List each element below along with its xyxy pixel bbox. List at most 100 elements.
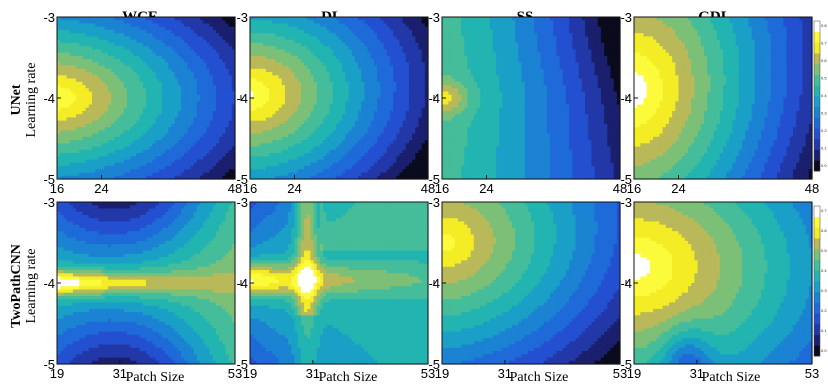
contour-cell — [193, 72, 198, 76]
contour-cell — [165, 68, 169, 73]
contour-cell — [76, 88, 80, 93]
contour-cell — [177, 101, 182, 106]
contour-cell — [161, 62, 166, 67]
contour-cell — [79, 110, 84, 115]
contour-cell — [209, 88, 214, 93]
contour-cell — [174, 101, 179, 106]
contour-cell — [177, 26, 182, 31]
contour-cell — [219, 104, 223, 109]
contour-cell — [57, 49, 61, 54]
contour-cell — [228, 46, 233, 50]
contour-cell — [152, 39, 157, 44]
contour-cell — [193, 33, 198, 38]
contour-cell — [104, 114, 109, 119]
contour-cell — [107, 91, 112, 96]
contour-cell — [72, 88, 77, 93]
contour-cell — [111, 78, 115, 83]
contour-cell — [104, 46, 109, 50]
contour-cell — [200, 52, 204, 57]
contour-cell — [196, 52, 201, 57]
contour-cell — [82, 114, 87, 119]
contour-cell — [101, 59, 106, 63]
xlabel-col-2: Patch Size — [319, 370, 378, 385]
contour-cell — [209, 55, 214, 60]
contour-cell — [200, 33, 204, 38]
contour-cell — [155, 17, 160, 21]
contour-cell — [161, 117, 166, 122]
contour-cell — [196, 49, 201, 54]
contour-cell — [85, 39, 90, 44]
contour-cell — [98, 65, 103, 70]
contour-cell — [206, 29, 211, 34]
contour-cell — [142, 55, 147, 60]
contour-cell — [130, 49, 134, 54]
contour-cell — [203, 107, 207, 112]
contour-cell — [203, 59, 207, 63]
contour-cell — [63, 17, 68, 21]
contour-cell — [215, 29, 220, 34]
contour-cell — [82, 75, 87, 80]
contour-cell — [231, 75, 236, 80]
contour-cell — [161, 55, 166, 60]
contour-cell — [231, 101, 236, 106]
contour-cell — [76, 107, 80, 112]
contour-cell — [200, 59, 204, 63]
contour-cell — [212, 29, 217, 34]
contour-cell — [88, 110, 93, 115]
contour-cell — [123, 94, 128, 99]
contour-cell — [152, 65, 157, 70]
contour-cell — [200, 107, 204, 112]
contour-cell — [72, 101, 77, 106]
contour-cell — [215, 59, 220, 63]
contour-cell — [203, 98, 207, 102]
contour-cell — [209, 94, 214, 99]
contour-cell — [155, 23, 160, 28]
contour-cell — [69, 62, 74, 67]
contour-cell — [171, 23, 176, 28]
contour-cell — [85, 17, 90, 21]
contour-cell — [126, 33, 131, 38]
contour-cell — [133, 39, 138, 44]
contour-cell — [136, 91, 141, 96]
contour-cell — [57, 55, 61, 60]
contour-cell — [196, 98, 201, 102]
contour-cell — [158, 117, 163, 122]
contour-cell — [130, 42, 134, 47]
contour-cell — [120, 39, 125, 44]
contour-cell — [57, 91, 61, 96]
contour-cell — [190, 55, 195, 60]
contour-cell — [57, 81, 61, 86]
contour-cell — [104, 104, 109, 109]
contour-cell — [101, 81, 106, 86]
contour-cell — [117, 104, 122, 109]
contour-cell — [130, 26, 134, 31]
contour-cell — [114, 29, 118, 34]
contour-cell — [171, 39, 176, 44]
contour-cell — [222, 101, 227, 106]
contour-cell — [111, 33, 115, 38]
contour-cell — [222, 20, 227, 25]
contour-cell — [133, 42, 138, 47]
contour-cell — [117, 91, 122, 96]
contour-cell — [184, 68, 188, 73]
contour-cell — [69, 117, 74, 122]
contour-cell — [85, 68, 90, 73]
contour-cell — [177, 42, 182, 47]
contour-cell — [60, 55, 64, 60]
contour-cell — [161, 29, 166, 34]
contour-cell — [155, 65, 160, 70]
contour-cell — [142, 20, 147, 25]
contour-cell — [60, 46, 64, 50]
contour-cell — [79, 17, 84, 21]
contour-cell — [222, 29, 227, 34]
contour-cell — [180, 78, 185, 83]
contour-cell — [57, 114, 61, 119]
contour-cell — [85, 114, 90, 119]
contour-cell — [66, 107, 71, 112]
contour-cell — [190, 114, 195, 119]
contour-cell — [155, 39, 160, 44]
contour-cell — [114, 46, 118, 50]
contour-cell — [104, 59, 109, 63]
contour-cell — [212, 59, 217, 63]
contour-cell — [136, 81, 141, 86]
